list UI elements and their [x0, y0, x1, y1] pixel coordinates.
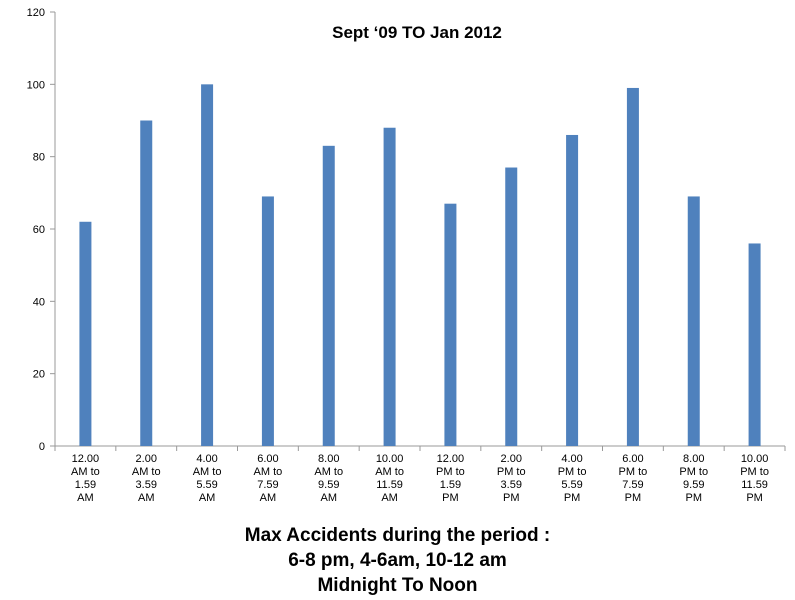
bar-chart: Sept ‘09 TO Jan 2012 0 20 40 60 80 100 120 12.… [27, 7, 786, 504]
x-tick-label: 6.00 AM to 7.59 AM [254, 453, 283, 504]
x-tick-label: 8.00 PM to 9.59 PM [679, 453, 708, 504]
x-axis-labels: 12.00 AM to 1.59 AM 2.00 AM to 3.59 AM 4.00 AM to… [71, 453, 769, 504]
y-tick-label: 120 [27, 7, 45, 19]
bar [201, 84, 214, 446]
y-tick-label: 20 [33, 369, 45, 381]
caption-line-3: Midnight To Noon [317, 575, 478, 596]
chart-axes: 0 20 40 60 80 100 120 [27, 7, 786, 453]
x-tick-label: 6.00 PM to 7.59 PM [619, 453, 648, 504]
bar [383, 127, 396, 446]
x-tick-label: 12.00 PM to 1.59 PM [436, 453, 465, 504]
chart-title: Sept ‘09 TO Jan 2012 [332, 23, 502, 42]
x-tick-label: 2.00 AM to 3.59 AM [132, 453, 161, 504]
bar [505, 167, 518, 446]
x-tick-label: 8.00 AM to 9.59 AM [314, 453, 343, 504]
y-tick-label: 40 [33, 296, 45, 308]
bar [626, 87, 639, 446]
bar [566, 134, 579, 446]
bar [140, 120, 153, 446]
bar [79, 221, 92, 446]
x-tick-label: 2.00 PM to 3.59 PM [497, 453, 526, 504]
bar [322, 145, 335, 447]
x-tick-label: 12.00 AM to 1.59 AM [71, 453, 100, 504]
bar [444, 203, 457, 446]
bar [261, 196, 274, 446]
bar-series [79, 84, 761, 447]
bar [748, 243, 761, 446]
x-tick-label: 10.00 AM to 11.59 AM [375, 453, 404, 504]
x-tick-label: 4.00 PM to 5.59 PM [558, 453, 587, 504]
y-tick-label: 60 [33, 224, 45, 236]
caption-line-2: 6-8 pm, 4-6am, 10-12 am [288, 550, 507, 571]
y-tick-label: 80 [33, 152, 45, 164]
y-tick-label: 100 [27, 79, 45, 91]
y-tick-label: 0 [39, 441, 45, 453]
bar [687, 196, 700, 446]
x-tick-label: 10.00 PM to 11.59 PM [740, 453, 769, 504]
caption-line-1: Max Accidents during the period : [244, 525, 551, 546]
x-tick-label: 4.00 AM to 5.59 AM [193, 453, 222, 504]
